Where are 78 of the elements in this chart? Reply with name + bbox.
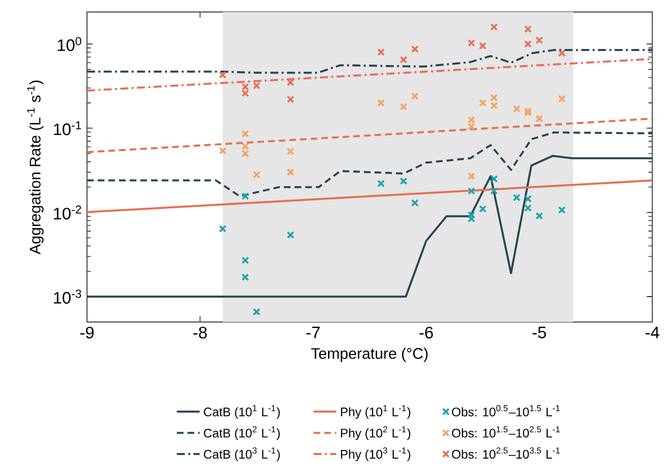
point — [490, 102, 498, 110]
point — [512, 194, 520, 202]
x-tick-label: -5 — [532, 326, 546, 338]
legend-label: CatB (10$^{2}$ L$^{-1}$) — [204, 426, 280, 440]
point — [468, 39, 476, 47]
point — [218, 224, 226, 233]
x-tick-label: -6 — [420, 326, 433, 339]
point — [252, 308, 260, 316]
point — [242, 150, 250, 158]
point — [242, 273, 250, 281]
point — [242, 256, 250, 264]
point — [286, 231, 294, 239]
point — [377, 99, 385, 107]
point — [286, 96, 294, 104]
point — [524, 40, 532, 48]
legend-label: Phy (10$^{1}$ L$^{-1}$) — [340, 405, 410, 419]
point — [242, 90, 250, 98]
point — [558, 94, 566, 102]
point — [490, 175, 498, 183]
legend-label: Obs: 10$^{0.5}$–10$^{1.5}$ L$^{-1}$ — [452, 405, 560, 416]
point — [558, 49, 566, 57]
legend-label: Phy (10$^{2}$ L$^{-1}$) — [340, 426, 410, 440]
point — [490, 187, 498, 195]
point — [377, 48, 385, 56]
x-tick-label: -9 — [80, 326, 94, 339]
point — [242, 142, 250, 150]
x-tick-label: -4 — [646, 326, 660, 338]
point — [468, 116, 476, 124]
point — [478, 99, 486, 107]
legend-label: Obs: 10$^{1.5}$–10$^{2.5}$ L$^{-1}$ — [452, 426, 560, 438]
point — [478, 42, 486, 50]
point — [242, 130, 250, 138]
point — [400, 177, 408, 185]
point — [490, 23, 498, 31]
point — [252, 171, 260, 179]
point — [536, 36, 544, 44]
x-tick-label: -7 — [306, 326, 320, 338]
line-series — [87, 131, 652, 198]
line-series — [87, 154, 652, 298]
y-tick-label: 10$^{-3}$ — [54, 290, 82, 304]
line-series — [87, 48, 652, 74]
point — [524, 25, 532, 33]
x-tick-label: -8 — [193, 326, 207, 339]
point — [468, 122, 476, 130]
legend-label: Obs: 10$^{2.5}$–10$^{3.5}$ L$^{-1}$ — [452, 447, 560, 459]
point — [468, 172, 476, 180]
point — [286, 148, 294, 156]
point — [411, 92, 419, 100]
point — [400, 102, 408, 110]
legend-label: CatB (10$^{1}$ L$^{-1}$) — [204, 405, 280, 419]
y-axis-title: Aggregation Rate (L$^{-1}$ s$^{-1}$) — [27, 80, 44, 254]
x-axis-title: Temperature (°C) — [311, 348, 428, 362]
point — [286, 168, 294, 176]
point — [536, 114, 544, 122]
point — [411, 199, 419, 207]
point — [242, 83, 250, 91]
legend-label: Phy (10$^{3}$ L$^{-1}$) — [340, 447, 410, 462]
point — [536, 212, 544, 220]
point — [512, 105, 520, 113]
point — [218, 71, 226, 79]
point — [490, 94, 498, 102]
point — [411, 45, 419, 53]
point — [377, 180, 385, 188]
legend-label: CatB (10$^{3}$ L$^{-1}$) — [204, 447, 280, 462]
y-tick-label: 10$^{-1}$ — [54, 121, 82, 136]
point — [400, 56, 408, 64]
point — [252, 82, 260, 90]
y-tick-label: 10$^{0}$ — [58, 36, 82, 52]
point — [468, 187, 476, 195]
point — [524, 204, 532, 212]
point — [468, 215, 476, 223]
point — [558, 206, 566, 214]
point — [468, 211, 476, 219]
y-tick-label: 10$^{-2}$ — [54, 205, 82, 220]
point — [218, 146, 226, 155]
point — [524, 195, 532, 203]
point — [478, 205, 486, 213]
point — [242, 192, 250, 200]
